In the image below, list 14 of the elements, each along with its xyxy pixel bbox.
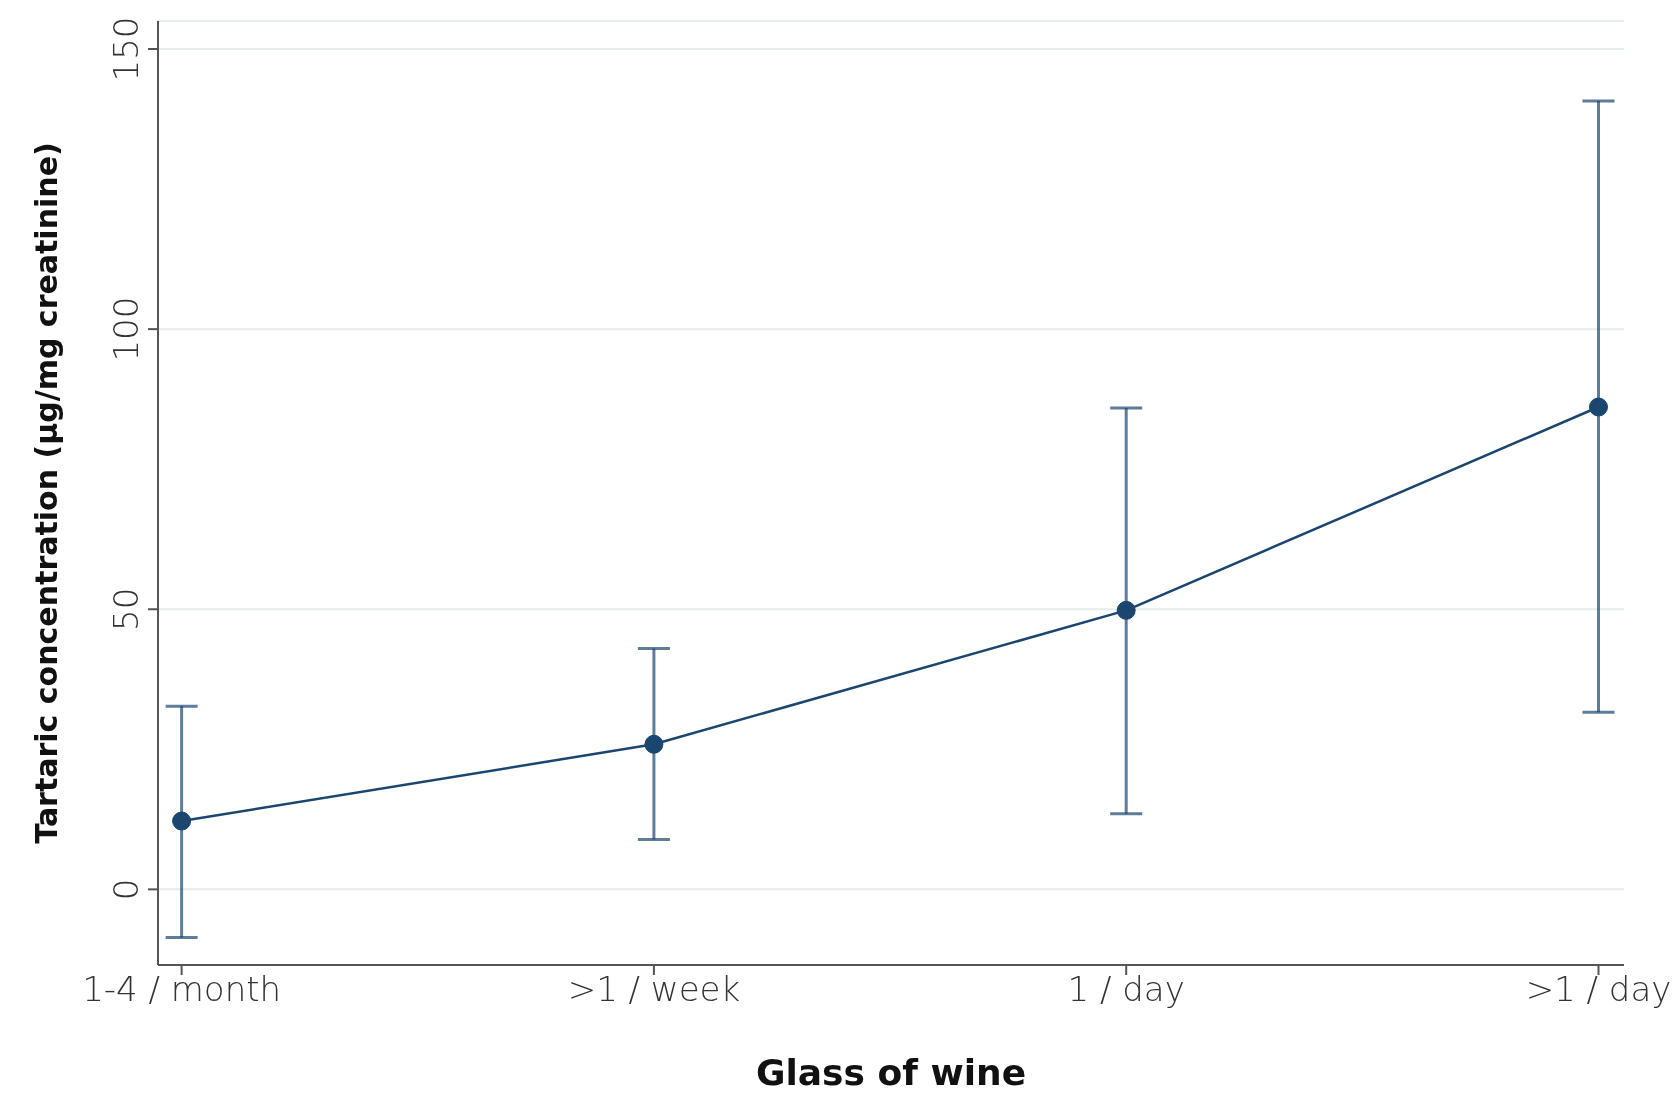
y-tick-label: 150 <box>106 16 146 82</box>
point <box>172 811 192 831</box>
y-axis-title: Tartaric concentration (µg/mg creatinine) <box>28 142 64 844</box>
x-tick-label: >1 / day <box>1525 969 1672 1010</box>
y-tick-label: 0 <box>106 878 146 901</box>
point <box>644 734 664 754</box>
x-tick-label: >1 / week <box>567 969 741 1010</box>
x-tick-label: 1-4 / month <box>82 969 282 1010</box>
x-tick-label: 1 / day <box>1067 969 1185 1010</box>
point <box>1589 397 1608 417</box>
x-axis-title: Glass of wine <box>755 1052 1027 1093</box>
point <box>1116 600 1136 620</box>
y-tick-label: 50 <box>106 587 146 631</box>
y-tick-label: 100 <box>106 296 146 362</box>
